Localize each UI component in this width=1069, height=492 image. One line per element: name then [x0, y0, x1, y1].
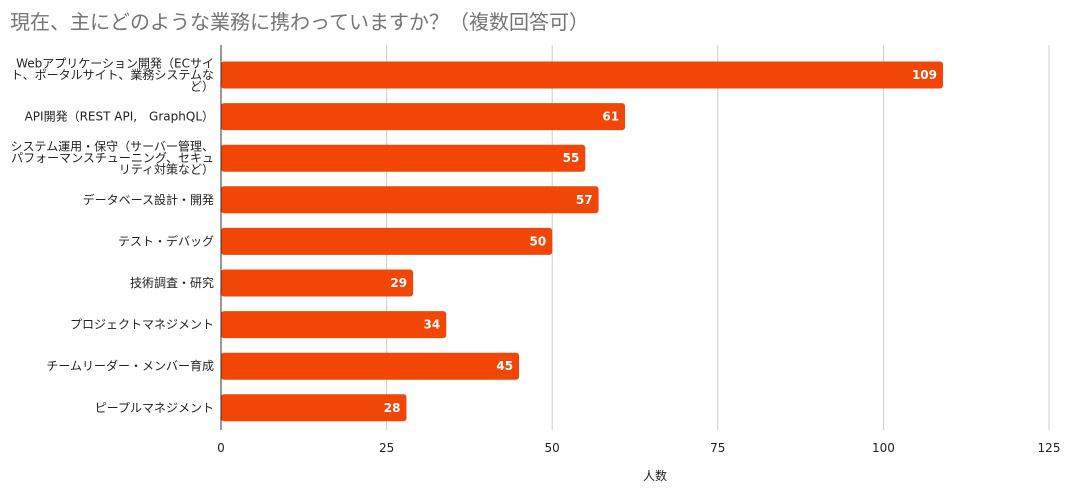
- bar-1: [221, 103, 626, 131]
- category-label-1-line-0: API開発（REST API, GraphQL）: [25, 110, 214, 124]
- x-tick-label-100: 100: [872, 441, 895, 455]
- x-tick-label-75: 75: [710, 441, 725, 455]
- bars: 109 61 55 57 50 29 34 45 28: [221, 61, 944, 422]
- category-label-8-line-0: ピープルマネジメント: [95, 401, 214, 415]
- category-label-0-line-2: ど）: [190, 80, 214, 94]
- x-tick-label-25: 25: [379, 441, 394, 455]
- category-label-6-line-0: プロジェクトマネジメント: [70, 318, 214, 332]
- data-label-1: 61: [602, 110, 619, 124]
- data-label-8: 28: [384, 401, 401, 415]
- bar-7: [221, 352, 520, 380]
- bar-0: [221, 61, 944, 89]
- data-label-6: 34: [424, 318, 441, 332]
- x-tick-label-0: 0: [217, 441, 225, 455]
- x-tick-label-125: 125: [1038, 441, 1061, 455]
- bar-4: [221, 227, 553, 255]
- data-label-3: 57: [576, 193, 593, 207]
- category-label-2-line-0: システム運用・保守（サーバー管理、: [10, 139, 214, 154]
- chart-title: 現在、主にどのような業務に携わっていますか？（複数回答可）: [10, 10, 589, 34]
- data-label-7: 45: [496, 359, 513, 373]
- data-label-4: 50: [529, 234, 546, 248]
- category-label-0-line-1: ト、ポータルサイト、業務システムな: [11, 68, 214, 82]
- x-axis-title: 人数: [643, 468, 667, 483]
- category-label-3-line-0: データベース設計・開発: [83, 192, 214, 207]
- data-label-2: 55: [563, 151, 580, 165]
- category-label-4-line-0: テスト・デバッグ: [118, 233, 214, 248]
- category-label-7-line-0: チームリーダー・メンバー育成: [46, 358, 214, 373]
- category-label-2-line-1: パフォーマンスチューニング、セキュ: [11, 151, 214, 165]
- data-label-5: 29: [390, 276, 407, 290]
- category-label-5-line-0: 技術調査・研究: [130, 275, 214, 290]
- bar-6: [221, 311, 447, 339]
- bar-2: [221, 144, 586, 172]
- bar-8: [221, 394, 407, 422]
- x-tick-labels: 0 25 50 75 100 125: [217, 441, 1060, 455]
- bar-3: [221, 186, 599, 214]
- bar-5: [221, 269, 414, 297]
- data-label-0: 109: [912, 68, 937, 82]
- category-label-2-line-2: リティ対策など）: [119, 163, 214, 177]
- x-tick-label-50: 50: [545, 441, 560, 455]
- category-label-0-line-0: Webアプリケーション開発（ECサイ: [16, 57, 214, 71]
